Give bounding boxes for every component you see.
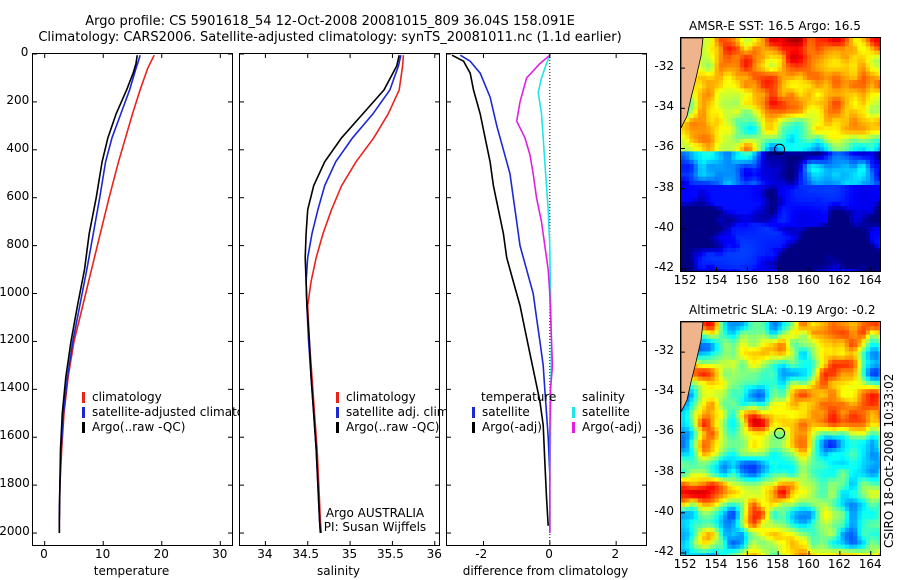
y-tick-label: 1400 xyxy=(0,380,30,395)
map-y-tick-label: -36 xyxy=(654,423,674,438)
y-tick-label: 1200 xyxy=(0,332,30,347)
map-y-tick-label: -32 xyxy=(654,343,674,358)
map-x-tick-label: 154 xyxy=(704,273,728,287)
sla-map-svg xyxy=(681,322,880,555)
salinity-plot xyxy=(239,53,440,546)
figure-title-line1: Argo profile: CS 5901618_54 12-Oct-2008 … xyxy=(85,14,575,29)
sla-map xyxy=(680,321,881,556)
map-x-tick-label: 152 xyxy=(673,273,697,287)
series-line-argo-adj- xyxy=(451,54,549,526)
legend-salinity-heading: salinity xyxy=(582,390,626,404)
legend-satellite-adjusted: satellite-adjusted climatology xyxy=(82,405,270,420)
map-y-tick-label: -34 xyxy=(654,99,674,114)
map-y-tick-label: -40 xyxy=(654,219,674,234)
series-line-argo-raw-qc- xyxy=(58,55,138,533)
x-tick-label: 0 xyxy=(545,547,553,561)
series-line-climatology xyxy=(306,55,405,534)
legend-satellite-sal: satellite adj. clim. xyxy=(336,405,452,420)
map-x-tick-label: 160 xyxy=(797,273,820,287)
x-tick-label: 35.5 xyxy=(377,547,404,561)
salinity-legend: climatology satellite adj. clim. Argo(..… xyxy=(336,390,452,435)
map-y-tick-label: -42 xyxy=(654,259,674,274)
y-tick-label: 1600 xyxy=(0,428,30,443)
y-tick-label: 200 xyxy=(6,92,30,107)
legend-argo: Argo(..raw -QC) xyxy=(82,420,270,435)
map-y-tick-label: -36 xyxy=(654,139,674,154)
map-x-tick-label: 164 xyxy=(858,273,882,287)
map-x-tick-label: 154 xyxy=(704,557,728,571)
series-line-satellite-adj-clim- xyxy=(305,55,402,534)
temperature-plot-svg xyxy=(33,54,232,545)
series-line-climatology xyxy=(58,54,155,533)
temperature-plot xyxy=(32,53,233,546)
series-line-argo-raw-qc- xyxy=(304,55,400,534)
csiro-timestamp: CSIRO 18-Oct-2008 10:33:02 xyxy=(882,373,896,548)
y-tick-label: 1000 xyxy=(0,284,30,299)
argo-float-marker xyxy=(774,427,786,439)
sst-map-svg xyxy=(681,38,880,271)
map-y-tick-label: -34 xyxy=(654,383,674,398)
x-tick-label: 36 xyxy=(426,547,442,561)
sla-map-title: Altimetric SLA: -0.19 Argo: -0.2 xyxy=(689,303,876,317)
x-tick-label: 35 xyxy=(341,547,358,561)
y-tick-label: 600 xyxy=(6,188,30,203)
legend-temp-argo: Argo(-adj) xyxy=(472,420,556,435)
land-mass xyxy=(681,322,704,413)
map-y-tick-label: -38 xyxy=(654,463,674,478)
x-tick-label: 10 xyxy=(95,547,111,561)
x-tick-label: 34.5 xyxy=(292,547,320,561)
map-x-tick-label: 158 xyxy=(766,273,790,287)
temperature-xlabel: temperature xyxy=(93,564,170,578)
y-tick-label: 1800 xyxy=(0,476,30,491)
legend-sal-argo: Argo(-adj) xyxy=(572,420,642,435)
x-tick-label: 20 xyxy=(153,547,169,561)
x-tick-label: 0 xyxy=(40,547,48,561)
map-x-tick-label: 160 xyxy=(797,557,820,571)
argo-float-marker xyxy=(774,143,786,155)
legend-climatology-sal: climatology xyxy=(336,390,452,405)
x-tick-label: 2 xyxy=(611,547,620,561)
series-line-satellite xyxy=(459,54,551,533)
legend-temperature-heading: temperature xyxy=(481,390,557,404)
map-y-tick-label: -40 xyxy=(654,503,674,518)
map-x-tick-label: 164 xyxy=(858,557,882,571)
difference-xlabel: difference from climatology xyxy=(462,564,629,578)
salinity-xlabel: salinity xyxy=(316,564,361,578)
sst-map xyxy=(680,37,881,272)
legend-climatology: climatology xyxy=(82,390,270,405)
map-x-tick-label: 162 xyxy=(827,273,851,287)
argo-credit-annotation: Argo AUSTRALIA PI: Susan Wijffels xyxy=(323,506,427,534)
map-x-tick-label: 156 xyxy=(735,557,759,571)
legend-argo-sal: Argo(..raw -QC) xyxy=(336,420,452,435)
map-y-tick-label: -38 xyxy=(654,179,674,194)
y-tick-label: 0 xyxy=(20,45,29,59)
map-y-tick-label: -42 xyxy=(654,543,674,558)
legend-sal-satellite: satellite xyxy=(572,405,642,420)
map-x-tick-label: 152 xyxy=(673,557,697,571)
difference-legend-temperature: temperature satellite Argo(-adj) xyxy=(472,390,556,435)
series-line-argo-adj- xyxy=(515,54,554,533)
y-tick-label: 400 xyxy=(6,140,30,155)
difference-legend-salinity: salinity satellite Argo(-adj) xyxy=(572,390,642,435)
sst-map-title: AMSR-E SST: 16.5 Argo: 16.5 xyxy=(689,19,861,33)
difference-plot-svg xyxy=(447,54,646,545)
salinity-plot-svg xyxy=(240,54,439,545)
x-tick-label: 34 xyxy=(257,547,273,561)
map-x-tick-label: 162 xyxy=(827,557,851,571)
x-tick-label: 30 xyxy=(212,547,228,561)
land-mass xyxy=(681,38,704,129)
map-x-tick-label: 156 xyxy=(735,273,759,287)
temperature-legend: climatology satellite-adjusted climatolo… xyxy=(82,390,270,435)
legend-temp-satellite: satellite xyxy=(472,405,556,420)
y-tick-label: 2000 xyxy=(0,524,30,539)
map-y-tick-label: -32 xyxy=(654,59,674,74)
x-tick-label: -2 xyxy=(475,547,488,561)
difference-plot xyxy=(446,53,647,546)
figure-title-line2: Climatology: CARS2006. Satellite-adjuste… xyxy=(38,30,622,45)
map-x-tick-label: 158 xyxy=(766,557,790,571)
y-tick-label: 800 xyxy=(6,236,30,251)
